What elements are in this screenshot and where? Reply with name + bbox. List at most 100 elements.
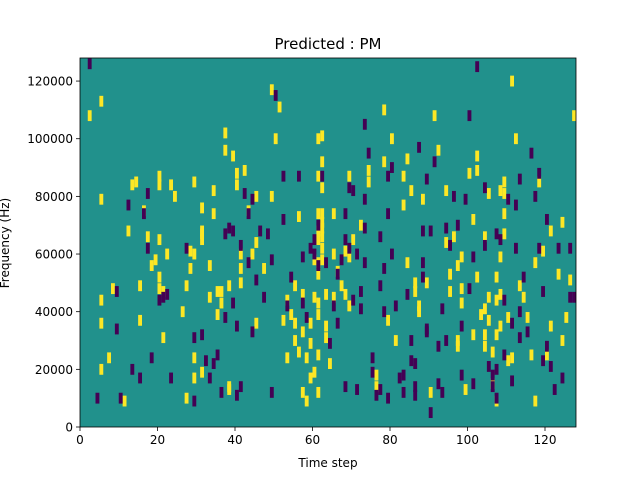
heatmap-cell-high (223, 127, 228, 139)
heatmap-cell-high (455, 340, 460, 352)
heatmap-cell-high (304, 395, 309, 407)
heatmap-cell-low (316, 219, 321, 231)
heatmap-cell-high (498, 320, 503, 332)
heatmap-cell-low (324, 257, 329, 269)
heatmap-cell-low (382, 263, 387, 274)
heatmap-cell-high (300, 288, 305, 300)
heatmap-cell-low (223, 312, 228, 323)
heatmap-cell-high (502, 176, 507, 188)
heatmap-cell-high (498, 185, 503, 197)
heatmap-cell-low (161, 291, 166, 303)
heatmap-cell-high (238, 248, 243, 260)
heatmap-cell-low (444, 222, 449, 234)
heatmap-cell-high (424, 277, 429, 289)
heatmap-cell-high (227, 280, 232, 292)
heatmap-cell-high (448, 286, 453, 297)
heatmap-cell-high (273, 133, 278, 145)
heatmap-cell-high (316, 234, 321, 246)
heatmap-cell-high (428, 386, 433, 398)
heatmap-cell-high (502, 208, 507, 220)
heatmap-cell-high (169, 179, 174, 191)
heatmap-cell-high (529, 349, 534, 361)
heatmap-cell-high (320, 130, 325, 142)
y-axis-label: Frequency (Hz) (0, 198, 12, 289)
heatmap-cell-high (486, 291, 491, 303)
heatmap-cell-low (494, 363, 499, 375)
heatmap-cell-low (517, 306, 522, 318)
heatmap-cell-high (99, 193, 104, 205)
heatmap-cell-high (541, 245, 546, 257)
heatmap-cell-high (331, 248, 336, 260)
heatmap-cell-low (300, 297, 305, 309)
heatmap-cell-high (126, 225, 131, 237)
heatmap-cell-high (161, 332, 166, 344)
y-tick-label: 60000 (35, 248, 73, 262)
heatmap-cell-high (138, 314, 143, 326)
heatmap-cell-low (475, 61, 480, 73)
heatmap-cell-low (444, 335, 449, 346)
heatmap-cell-low (560, 372, 565, 384)
heatmap-cell-high (483, 340, 487, 352)
heatmap-cell-low (452, 190, 456, 202)
heatmap-cell-low (510, 375, 515, 387)
heatmap-cell-low (157, 294, 162, 306)
heatmap-cell-high (498, 288, 503, 300)
heatmap-cell-high (211, 208, 216, 220)
heatmap-cell-high (308, 337, 313, 349)
heatmap-cell-high (304, 352, 309, 364)
heatmap-cell-low (417, 141, 422, 153)
heatmap-cell-high (157, 179, 162, 191)
heatmap-cell-low (506, 193, 511, 205)
heatmap-cell-high (293, 317, 298, 329)
heatmap-cell-low (502, 294, 507, 306)
heatmap-cell-high (475, 150, 480, 162)
heatmap-cell-high (393, 335, 398, 346)
plot-area (79, 57, 577, 428)
heatmap-cell-high (145, 231, 150, 243)
heatmap-cell-high (254, 317, 259, 329)
y-tick-label: 80000 (35, 190, 73, 204)
heatmap-cell-low (351, 185, 356, 197)
heatmap-cell-high (184, 280, 189, 292)
heatmap-cell-high (471, 214, 476, 225)
heatmap-cell-high (483, 329, 487, 341)
heatmap-cell-low (192, 332, 197, 344)
heatmap-cell-high (382, 104, 387, 116)
heatmap-cell-high (320, 254, 325, 266)
heatmap-cell-low (424, 173, 429, 185)
heatmap-cell-high (475, 165, 480, 176)
heatmap-cell-high (192, 248, 197, 260)
heatmap-cell-high (200, 234, 205, 246)
heatmap-cell-low (409, 355, 414, 367)
heatmap-cell-high (138, 280, 143, 292)
heatmap-cell-low (289, 271, 294, 283)
heatmap-cell-low (572, 291, 577, 303)
heatmap-cell-low (118, 392, 123, 404)
heatmap-cell-low (359, 286, 363, 297)
heatmap-cell-low (362, 193, 367, 205)
heatmap-cell-low (308, 242, 313, 254)
heatmap-cell-high (165, 248, 170, 260)
heatmap-cell-low (184, 242, 189, 254)
heatmap-cell-high (343, 245, 348, 257)
x-tick-label: 20 (150, 433, 165, 447)
heatmap-cell-high (192, 176, 197, 188)
heatmap-cell-low (436, 340, 441, 352)
heatmap-cell-high (316, 268, 321, 280)
heatmap-cell-high (347, 300, 352, 312)
heatmap-cell-low (200, 329, 205, 341)
heatmap-cell-low (258, 225, 263, 237)
heatmap-cell-high (405, 257, 410, 269)
heatmap-cell-high (347, 170, 352, 182)
heatmap-cell-low (362, 222, 367, 234)
heatmap-cell-high (506, 312, 511, 323)
heatmap-cell-high (486, 314, 491, 326)
heatmap-cell-low (541, 355, 546, 367)
heatmap-cell-low (521, 271, 526, 283)
heatmap-cell-low (328, 337, 332, 349)
heatmap-cell-high (479, 309, 484, 320)
heatmap-cell-low (545, 214, 549, 225)
x-tick-label: 0 (76, 433, 84, 447)
heatmap-cell-low (455, 219, 460, 231)
heatmap-cell-high (471, 329, 476, 341)
